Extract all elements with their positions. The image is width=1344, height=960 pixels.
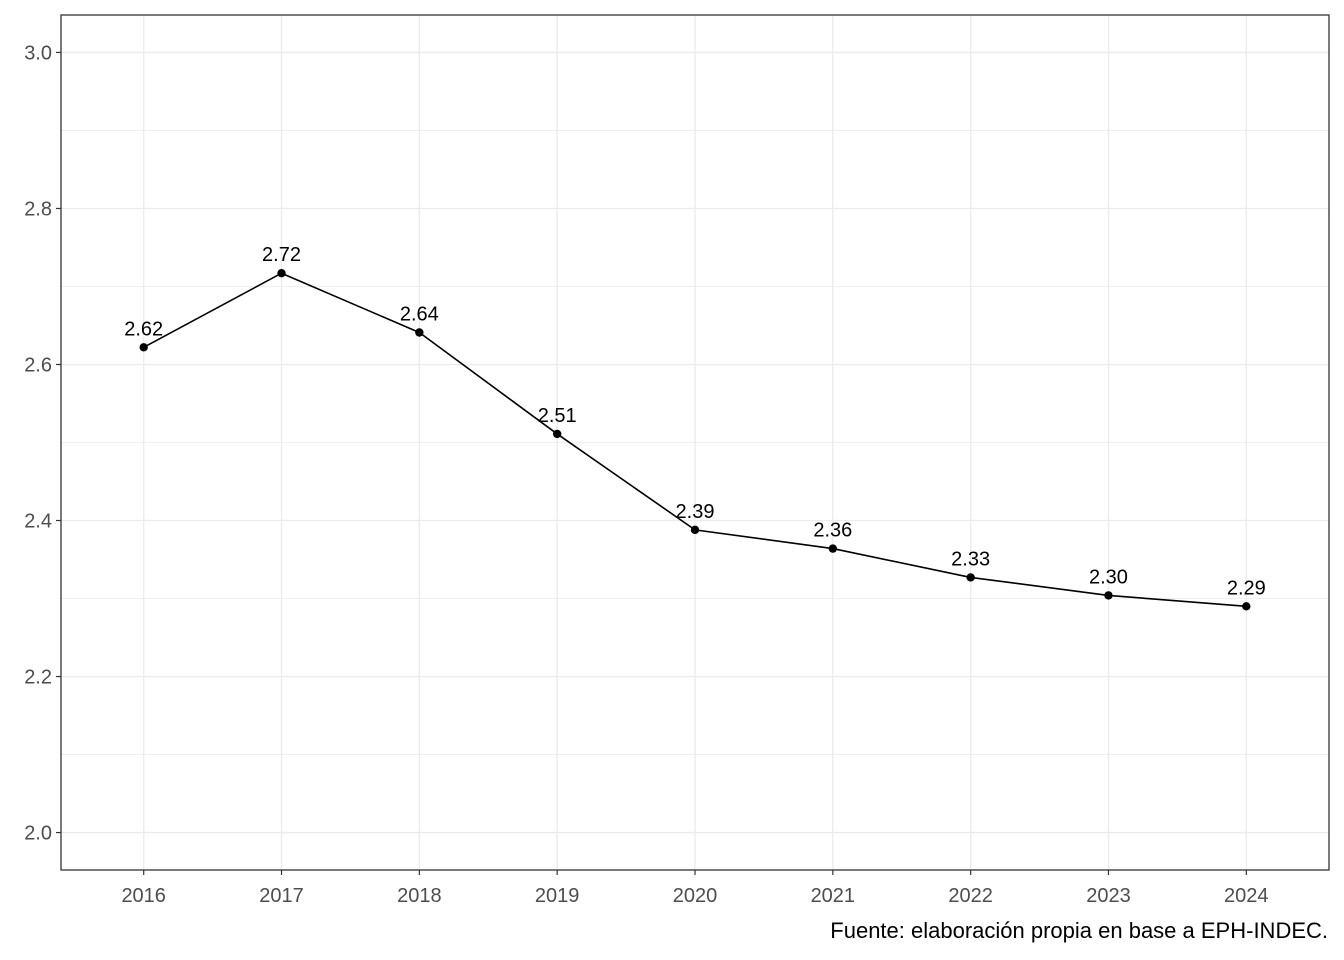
data-label: 2.29 bbox=[1227, 577, 1266, 599]
x-tick-label: 2019 bbox=[535, 885, 580, 907]
y-tick-label: 2.2 bbox=[24, 667, 52, 689]
series-layer: 2.62 2.72 2.64 2.51 2.39 2.36 2.33 2.30 2.29 bbox=[124, 244, 1266, 611]
data-point bbox=[277, 269, 286, 278]
x-tick-label: 2018 bbox=[397, 885, 442, 907]
data-label: 2.72 bbox=[262, 244, 301, 266]
data-label: 2.36 bbox=[813, 520, 852, 542]
data-label: 2.39 bbox=[676, 501, 715, 523]
x-tick-label: 2016 bbox=[121, 885, 166, 907]
data-label: 2.30 bbox=[1089, 566, 1128, 588]
data-label: 2.33 bbox=[951, 548, 990, 570]
y-tick-label: 2.6 bbox=[24, 354, 52, 376]
y-tick-label: 2.0 bbox=[24, 823, 52, 845]
data-point bbox=[1104, 591, 1113, 600]
x-tick-label: 2020 bbox=[673, 885, 718, 907]
major-gridlines bbox=[61, 15, 1329, 870]
data-point bbox=[415, 328, 424, 337]
data-label: 2.64 bbox=[400, 304, 439, 326]
x-tick-label: 2023 bbox=[1086, 885, 1131, 907]
data-point bbox=[690, 525, 700, 535]
x-tick-label: 2021 bbox=[811, 885, 856, 907]
data-point bbox=[1242, 602, 1251, 611]
x-tick-label: 2022 bbox=[948, 885, 993, 907]
data-point bbox=[552, 429, 562, 439]
x-tick-label: 2017 bbox=[259, 885, 304, 907]
data-label: 2.62 bbox=[124, 318, 163, 340]
y-tick-label: 3.0 bbox=[24, 42, 52, 64]
data-point bbox=[966, 573, 975, 582]
y-tick-label: 2.4 bbox=[24, 511, 52, 533]
data-point bbox=[828, 544, 838, 553]
data-label: 2.51 bbox=[538, 405, 577, 427]
x-tick-label: 2024 bbox=[1224, 885, 1269, 907]
data-point bbox=[139, 343, 148, 352]
source-caption: Fuente: elaboración propia en base a EPH… bbox=[830, 918, 1328, 943]
axes-layer: 2.0 2.2 2.4 2.6 2.8 3.0 2016 2017 2018 2019 2020 20… bbox=[24, 42, 1268, 907]
y-tick-label: 2.8 bbox=[24, 198, 52, 220]
